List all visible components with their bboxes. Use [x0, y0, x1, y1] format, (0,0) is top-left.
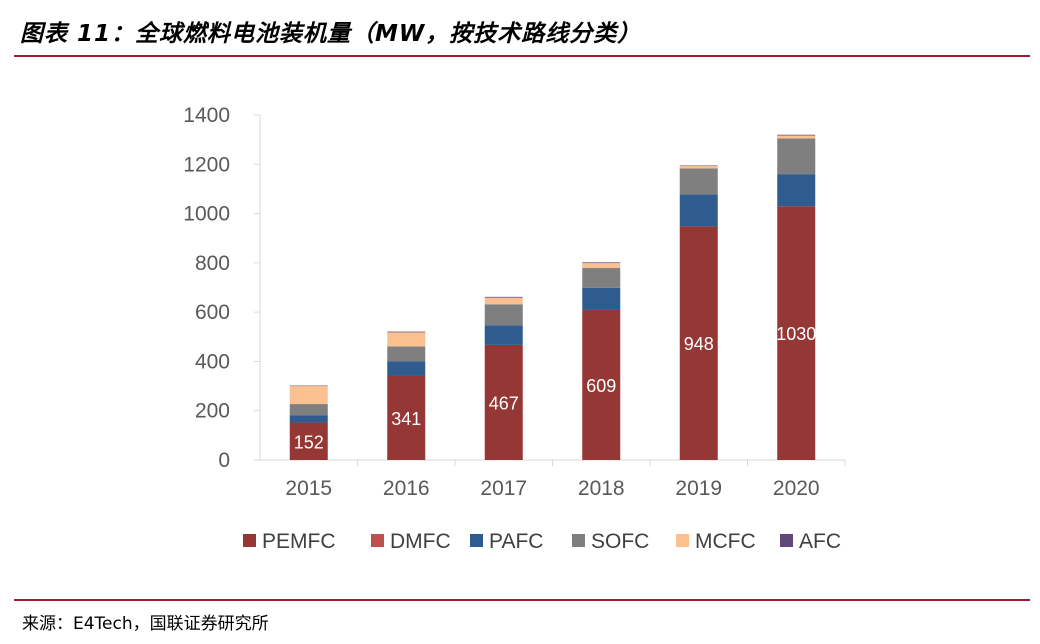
bar-pafc-2020 [777, 174, 816, 207]
bar-pemfc-2015 [289, 422, 328, 460]
legend-label-pemfc: PEMFC [262, 530, 336, 553]
bar-pafc-2018 [582, 287, 621, 310]
bar-sofc-2017 [484, 304, 523, 326]
x-tick-label-2020: 2020 [773, 477, 820, 500]
title-divider [14, 55, 1030, 57]
x-tick-label-2019: 2019 [675, 477, 722, 500]
bar-mcfc-2016 [387, 332, 426, 347]
source-note: 来源：E4Tech，国联证券研究所 [22, 614, 269, 634]
figure-title: 图表 11：全球燃料电池装机量（MW，按技术路线分类） [20, 21, 642, 47]
bar-pemfc-2019 [679, 226, 718, 460]
bar-mcfc-2018 [582, 263, 621, 269]
legend-swatch-sofc [572, 534, 585, 547]
data-label-2020: 1030 [776, 324, 816, 344]
bar-sofc-2020 [777, 138, 816, 175]
y-tick-label: 600 [195, 301, 230, 324]
y-tick-label: 1400 [183, 104, 230, 127]
bar-afc-2020 [777, 134, 816, 136]
legend-label-pafc: PAFC [489, 530, 543, 553]
bar-sofc-2019 [679, 168, 718, 195]
data-label-2017: 467 [489, 393, 519, 413]
x-tick-label-2015: 2015 [285, 477, 332, 500]
bar-mcfc-2015 [289, 386, 328, 405]
bar-pemfc-2016 [387, 375, 426, 460]
data-label-2018: 609 [586, 376, 616, 396]
y-tick-label: 1000 [183, 203, 230, 226]
legend-label-sofc: SOFC [591, 530, 649, 553]
bar-pemfc-2018 [582, 309, 621, 460]
bar-pafc-2016 [387, 361, 426, 376]
y-tick-label: 400 [195, 350, 230, 373]
legend-label-afc: AFC [799, 530, 841, 553]
bar-afc-2017 [484, 296, 523, 298]
bar-mcfc-2019 [679, 166, 718, 169]
legend-swatch-afc [780, 534, 793, 547]
bar-pafc-2015 [289, 415, 328, 423]
bar-pafc-2017 [484, 325, 523, 345]
y-tick-label: 0 [218, 449, 230, 472]
bar-sofc-2016 [387, 346, 426, 362]
y-tick-label: 200 [195, 400, 230, 423]
y-tick-label: 800 [195, 252, 230, 275]
x-tick-label-2018: 2018 [578, 477, 625, 500]
bar-sofc-2018 [582, 268, 621, 288]
source-divider [14, 599, 1030, 601]
data-label-2015: 152 [294, 432, 324, 452]
bar-mcfc-2017 [484, 297, 523, 305]
legend-label-mcfc: MCFC [695, 530, 756, 553]
bar-pafc-2019 [679, 194, 718, 227]
data-label-2019: 948 [684, 334, 714, 354]
legend-swatch-mcfc [676, 534, 689, 547]
bar-sofc-2015 [289, 404, 328, 416]
legend-label-dmfc: DMFC [390, 530, 451, 553]
legend-swatch-pemfc [243, 534, 256, 547]
legend-swatch-dmfc [371, 534, 384, 547]
y-tick-label: 1200 [183, 153, 230, 176]
bar-pemfc-2017 [484, 344, 523, 460]
stacked-bar-chart: 0 200 400 600 800 1000 1200 1400 152 2015 341 2016 4… [183, 104, 846, 553]
title-bar: 图表 11：全球燃料电池装机量（MW，按技术路线分类） [0, 0, 1040, 58]
data-label-2016: 341 [391, 409, 421, 429]
legend-swatch-pafc [470, 534, 483, 547]
bar-mcfc-2020 [777, 135, 816, 139]
x-tick-label-2016: 2016 [383, 477, 430, 500]
bar-afc-2018 [582, 262, 621, 264]
bar-pemfc-2020 [777, 206, 816, 460]
bar-afc-2016 [387, 331, 426, 333]
x-tick-label-2017: 2017 [480, 477, 527, 500]
